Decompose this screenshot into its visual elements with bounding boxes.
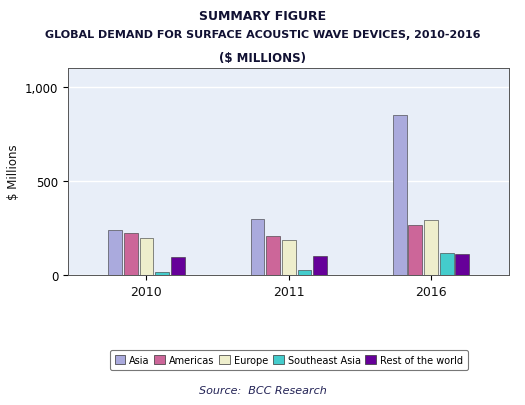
Bar (408, 226, 422, 275)
Text: ($ MILLIONS): ($ MILLIONS) (219, 52, 306, 65)
Bar (155, 272, 169, 275)
Bar (424, 220, 438, 275)
Bar (455, 255, 469, 275)
Bar (140, 239, 153, 275)
Bar (171, 258, 185, 275)
Bar (282, 241, 296, 275)
Legend: Asia, Americas, Europe, Southeast Asia, Rest of the world: Asia, Americas, Europe, Southeast Asia, … (110, 350, 468, 370)
Bar (313, 257, 327, 275)
Bar (298, 270, 311, 275)
Bar (250, 219, 265, 275)
Y-axis label: $ Millions: $ Millions (7, 144, 19, 200)
Bar (266, 236, 280, 275)
Bar (124, 233, 138, 275)
Text: SUMMARY FIGURE: SUMMARY FIGURE (199, 10, 326, 23)
Bar (440, 254, 454, 275)
Text: Source:  BCC Research: Source: BCC Research (198, 385, 327, 395)
Text: GLOBAL DEMAND FOR SURFACE ACOUSTIC WAVE DEVICES, 2010-2016: GLOBAL DEMAND FOR SURFACE ACOUSTIC WAVE … (45, 30, 480, 40)
Bar (393, 116, 406, 275)
Bar (108, 230, 122, 275)
